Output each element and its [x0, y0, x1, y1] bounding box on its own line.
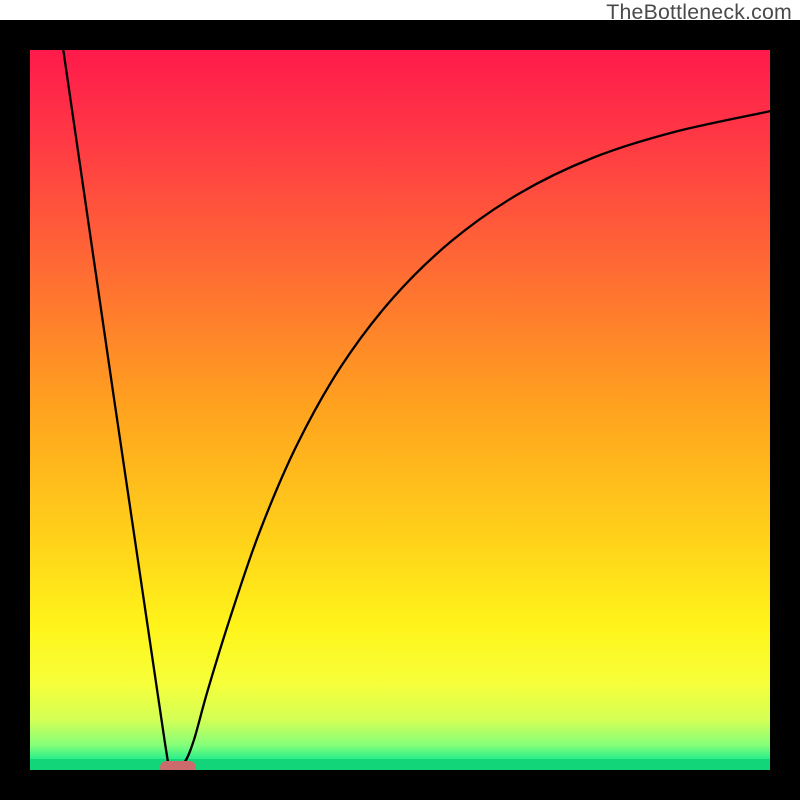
- bottleneck-curve: [63, 50, 770, 770]
- watermark-text: TheBottleneck.com: [606, 0, 792, 25]
- bottleneck-marker: [160, 761, 196, 770]
- plot-area: [30, 50, 770, 770]
- curve-svg: [30, 50, 770, 770]
- chart-stage: TheBottleneck.com: [0, 0, 800, 800]
